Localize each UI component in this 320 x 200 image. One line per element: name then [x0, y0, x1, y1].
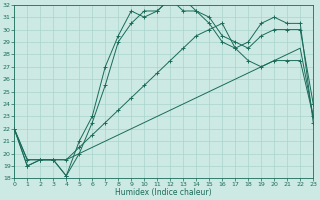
X-axis label: Humidex (Indice chaleur): Humidex (Indice chaleur)	[116, 188, 212, 197]
